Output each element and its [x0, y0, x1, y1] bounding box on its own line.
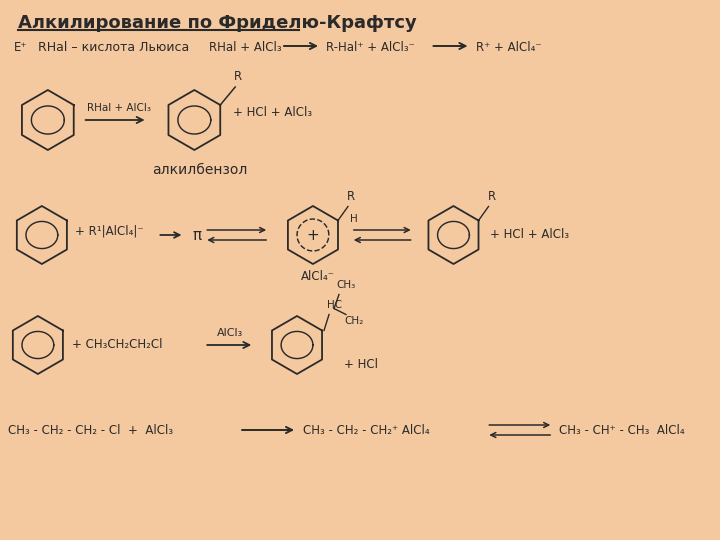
- Text: RHal + AlCl₃: RHal + AlCl₃: [210, 41, 282, 54]
- Text: RHal + AlCl₃: RHal + AlCl₃: [86, 103, 150, 113]
- Text: CH₃ - CH₂ - CH₂ - Cl  +  AlCl₃: CH₃ - CH₂ - CH₂ - Cl + AlCl₃: [8, 423, 173, 436]
- Text: R-Hal⁺ + AlCl₃⁻: R-Hal⁺ + AlCl₃⁻: [326, 41, 415, 54]
- Text: E⁺: E⁺: [14, 41, 27, 54]
- Text: R: R: [234, 70, 243, 83]
- Text: CH₃ - CH⁺ - CH₃  AlCl₄: CH₃ - CH⁺ - CH₃ AlCl₄: [559, 423, 685, 436]
- Text: RHal – кислота Льюиса: RHal – кислота Льюиса: [38, 41, 189, 54]
- Text: π: π: [192, 227, 202, 242]
- Text: CH₃: CH₃: [336, 280, 355, 291]
- Text: + CH₃CH₂CH₂Cl: + CH₃CH₂CH₂Cl: [72, 339, 162, 352]
- Text: HC: HC: [327, 300, 342, 310]
- Text: AlCl₃: AlCl₃: [217, 328, 243, 338]
- Text: R: R: [347, 190, 355, 202]
- Text: + R¹|AlCl₄|⁻: + R¹|AlCl₄|⁻: [75, 225, 143, 238]
- Text: R⁺ + AlCl₄⁻: R⁺ + AlCl₄⁻: [477, 41, 542, 54]
- Text: + HCl: + HCl: [344, 359, 378, 372]
- Text: + HCl + AlCl₃: + HCl + AlCl₃: [233, 105, 312, 118]
- Text: H: H: [350, 213, 358, 224]
- Text: CH₂: CH₂: [344, 316, 363, 327]
- Text: CH₃ - CH₂ - CH₂⁺ AlCl₄: CH₃ - CH₂ - CH₂⁺ AlCl₄: [303, 423, 430, 436]
- Text: R: R: [487, 190, 495, 202]
- Text: AlCl₄⁻: AlCl₄⁻: [301, 271, 335, 284]
- Text: + HCl + AlCl₃: + HCl + AlCl₃: [490, 228, 570, 241]
- Text: +: +: [307, 227, 320, 242]
- Text: алкилбензол: алкилбензол: [152, 163, 247, 177]
- Text: Алкилирование по Фриделю-Крафтсу: Алкилирование по Фриделю-Крафтсу: [18, 14, 417, 32]
